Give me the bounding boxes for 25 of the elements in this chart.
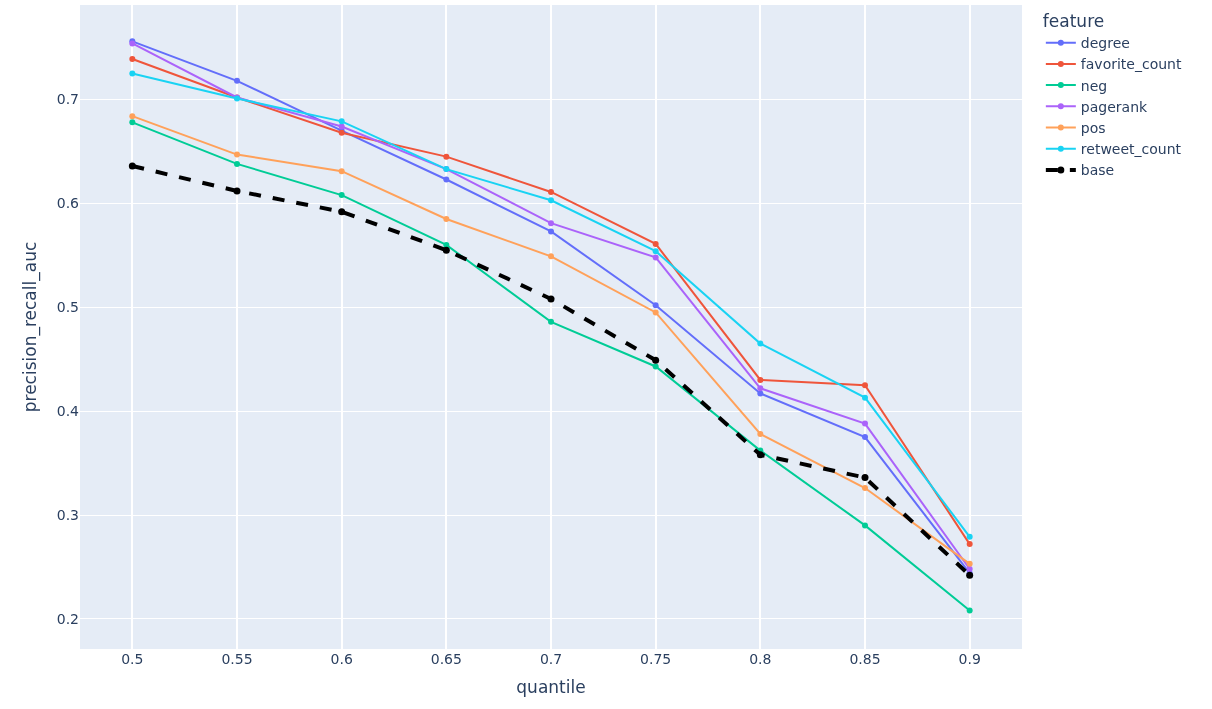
x-tick-label: 0.65 <box>430 651 462 667</box>
x-tick-label: 0.7 <box>539 651 563 667</box>
legend-title: feature <box>1042 11 1105 32</box>
legend-label: favorite_count <box>1080 56 1182 73</box>
y-axis-title: precision_recall_auc <box>20 241 42 413</box>
legend-label: pos <box>1080 119 1106 136</box>
legend-label: retweet_count <box>1080 141 1182 158</box>
legend-label: neg <box>1080 77 1108 94</box>
legend-label: degree <box>1080 35 1130 52</box>
x-tick-label: 0.9 <box>958 651 981 667</box>
x-tick-label: 0.55 <box>221 651 253 667</box>
y-tick-label: 0.4 <box>56 403 80 420</box>
x-tick-label: 0.75 <box>640 651 672 667</box>
x-tick-label: 0.8 <box>749 651 772 667</box>
y-tick-label: 0.5 <box>56 299 79 316</box>
x-tick-label: 0.85 <box>849 651 881 667</box>
y-tick-label: 0.2 <box>56 610 79 627</box>
y-tick-label: 0.7 <box>56 91 79 108</box>
x-axis-title: quantile <box>516 677 586 698</box>
x-tick-label: 0.5 <box>121 651 144 667</box>
legend-label: pagerank <box>1080 98 1149 115</box>
legend-label: base <box>1080 162 1115 179</box>
y-tick-label: 0.3 <box>56 506 79 523</box>
y-tick-label: 0.6 <box>56 195 80 212</box>
x-tick-label: 0.6 <box>330 651 353 667</box>
